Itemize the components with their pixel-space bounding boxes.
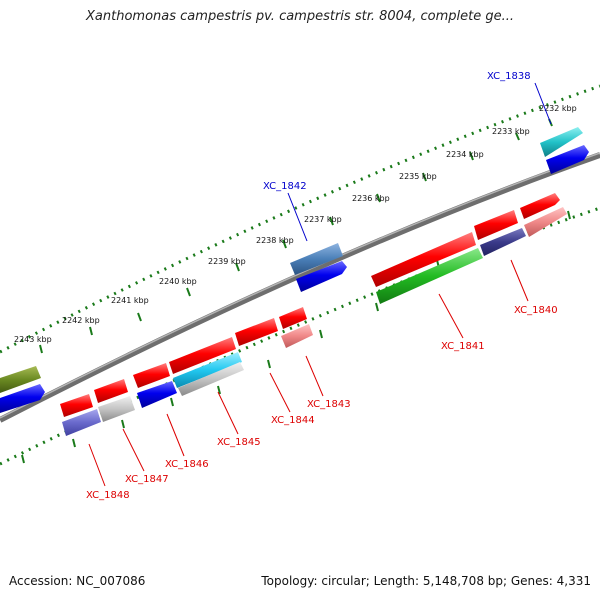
tick-label: 2240 kbp [159, 277, 197, 286]
ruler-tick-labels: 2232 kbp 2233 kbp 2234 kbp 2235 kbp 2236… [14, 104, 577, 344]
tick-label: 2241 kbp [111, 296, 149, 305]
gene-red-a[interactable] [520, 193, 560, 219]
tick-label: 2233 kbp [492, 127, 530, 136]
gene-xc-1843[interactable] [281, 324, 313, 348]
gene-label[interactable]: XC_1847 [125, 474, 169, 485]
gene-xc-1845-grey[interactable] [178, 362, 244, 396]
gene-red-g[interactable] [94, 379, 128, 403]
ruler-tick-marks [21, 118, 571, 464]
gene-xc-1838[interactable] [540, 127, 583, 157]
gene-xc-1841[interactable] [376, 248, 483, 304]
tick-label: 2238 kbp [256, 236, 294, 245]
gene-red-f[interactable] [133, 363, 170, 388]
gene-xc-1846[interactable] [137, 381, 177, 408]
tick-label: 2242 kbp [62, 316, 100, 325]
gene-xc-1847[interactable] [98, 396, 135, 422]
tick-label: 2232 kbp [539, 104, 577, 113]
genome-backbone [0, 152, 600, 423]
gene-blue-mid[interactable] [296, 261, 347, 292]
gene-blue-top-right[interactable] [546, 145, 589, 174]
gene-label[interactable]: XC_1846 [165, 459, 209, 470]
gene-label[interactable]: XC_1848 [86, 490, 130, 501]
gene-blue-left[interactable] [0, 384, 45, 413]
gene-label[interactable]: XC_1840 [514, 305, 558, 316]
gene-xc-1840[interactable] [524, 207, 567, 237]
tick-label: 2235 kbp [399, 172, 437, 181]
gene-navy[interactable] [480, 228, 526, 256]
leader-lines [88, 82, 552, 487]
gene-labels: XC_1838 XC_1842 XC_1840 XC_1841 XC_1843 … [86, 71, 558, 501]
tick-label: 2237 kbp [304, 215, 342, 224]
gene-label[interactable]: XC_1842 [263, 181, 307, 192]
tick-label: 2236 kbp [352, 194, 390, 203]
gene-xc-1848[interactable] [62, 409, 101, 436]
gene-red-c[interactable] [279, 307, 307, 329]
gene-red-long[interactable] [371, 232, 476, 287]
tick-label: 2243 kbp [14, 335, 52, 344]
gene-olive-left[interactable] [0, 366, 41, 393]
gene-xc-1845-cyan[interactable] [173, 352, 242, 388]
tick-label: 2234 kbp [446, 150, 484, 159]
map-title: Xanthomonas campestris pv. campestris st… [86, 9, 514, 24]
gene-label[interactable]: XC_1838 [487, 71, 531, 82]
gene-red-h[interactable] [60, 394, 93, 417]
tick-label: 2239 kbp [208, 257, 246, 266]
gene-red-d[interactable] [235, 318, 278, 346]
gene-label[interactable]: XC_1845 [217, 437, 261, 448]
gene-red-b[interactable] [474, 210, 518, 240]
gene-red-e[interactable] [169, 337, 236, 374]
genome-summary-text: Topology: circular; Length: 5,148,708 bp… [261, 574, 591, 588]
gene-label[interactable]: XC_1844 [271, 415, 315, 426]
gene-label[interactable]: XC_1841 [441, 341, 485, 352]
accession-text: Accession: NC_007086 [9, 574, 146, 588]
gene-label[interactable]: XC_1843 [307, 399, 351, 410]
gene-xc-1842[interactable] [290, 243, 343, 275]
